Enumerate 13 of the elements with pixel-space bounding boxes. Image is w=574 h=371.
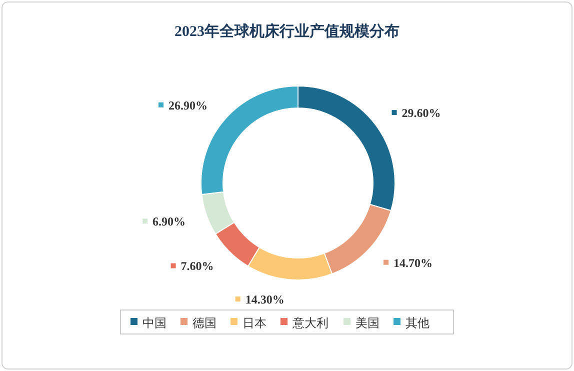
legend-label: 美国 bbox=[356, 316, 380, 330]
legend-label: 其他 bbox=[406, 316, 430, 330]
chart-title: 2023年全球机床行业产值规模分布 bbox=[174, 22, 400, 40]
data-label: 7.60% bbox=[180, 259, 214, 274]
legend-label: 德国 bbox=[192, 316, 216, 330]
legend-label: 中国 bbox=[142, 316, 166, 330]
data-label: 26.90% bbox=[168, 98, 208, 112]
data-label: 6.90% bbox=[152, 214, 186, 229]
data-label: 29.60% bbox=[402, 106, 441, 120]
legend-label: 意大利 bbox=[292, 316, 328, 330]
data-label: 14.70% bbox=[394, 256, 433, 270]
data-label: 14.30% bbox=[245, 292, 284, 307]
legend-label: 日本 bbox=[242, 316, 266, 330]
